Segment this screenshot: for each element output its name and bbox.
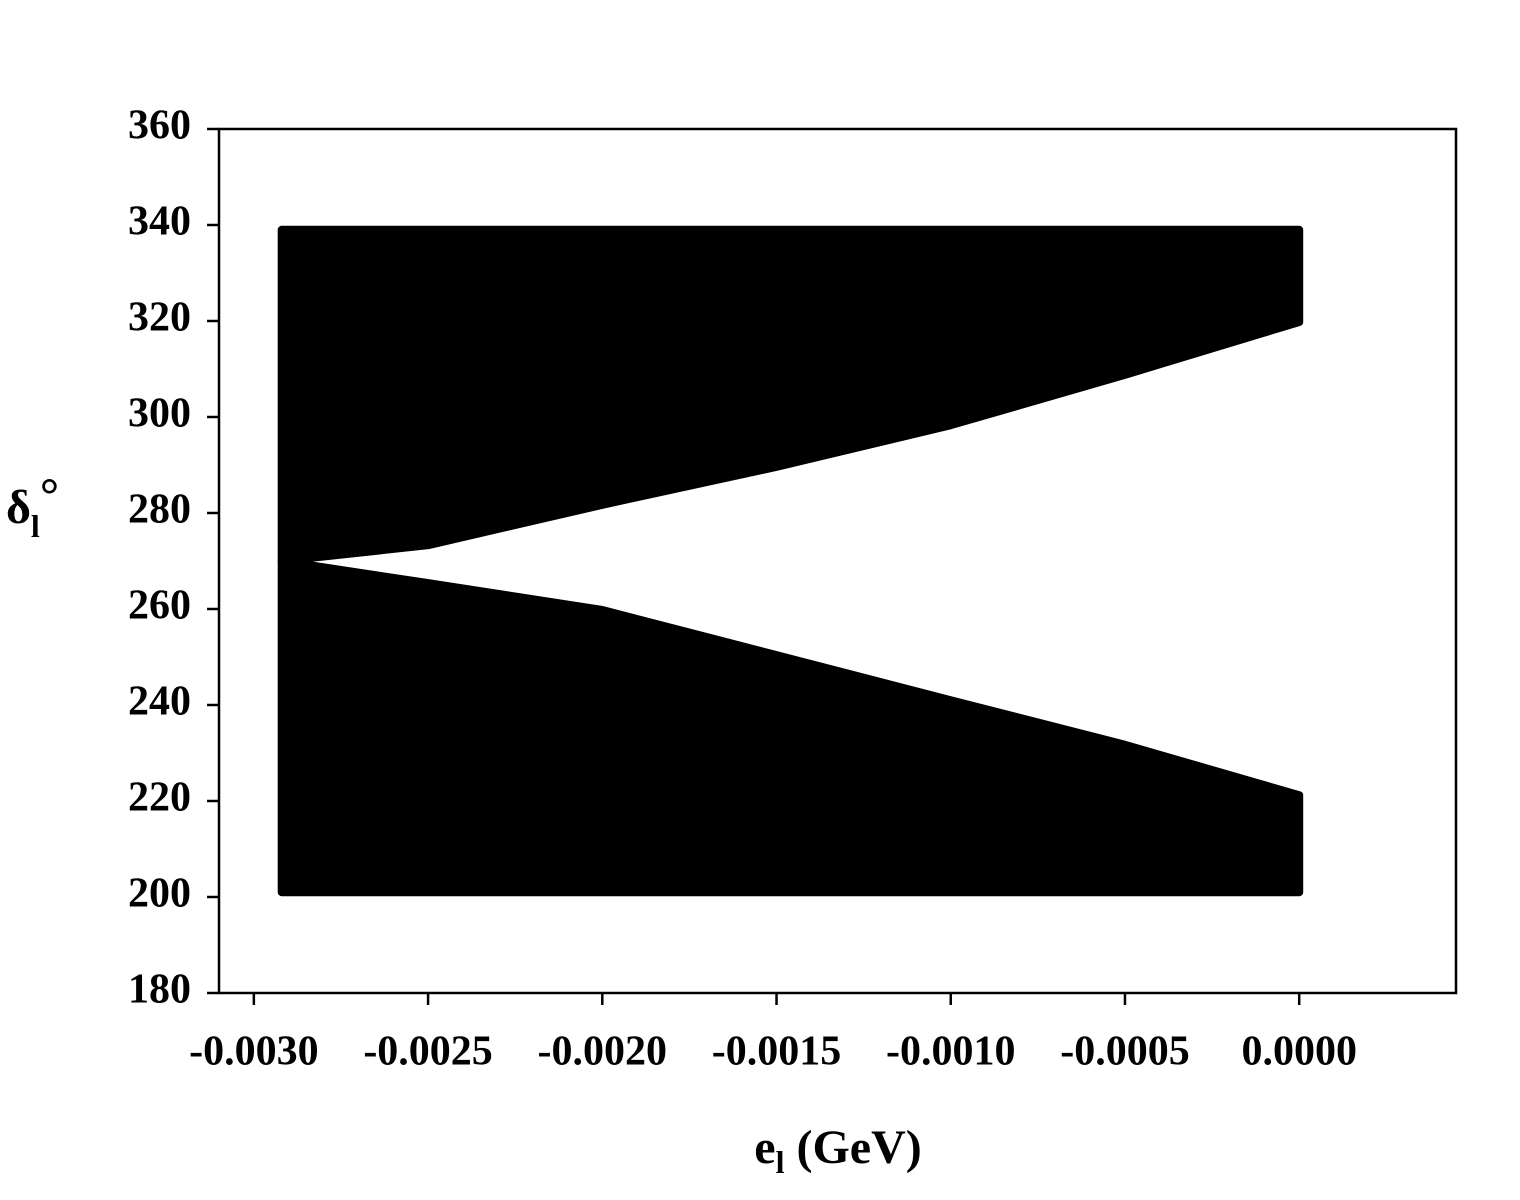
- x-axis-label: el (GeV): [754, 1121, 921, 1180]
- y-axis-label: δl°: [6, 469, 59, 544]
- x-tick-label: -0.0010: [886, 1029, 1016, 1075]
- y-tick-label: 300: [128, 391, 191, 437]
- x-tick-label: -0.0030: [189, 1029, 319, 1075]
- x-label-sub: l: [776, 1144, 785, 1180]
- y-tick-label: 220: [128, 775, 191, 821]
- x-label-main: e: [754, 1121, 775, 1174]
- y-tick-label: 240: [128, 679, 191, 725]
- x-tick-label: -0.0015: [712, 1029, 842, 1075]
- y-label-sub: l: [31, 508, 40, 544]
- y-tick-label: 180: [128, 967, 191, 1013]
- x-tick-label: -0.0025: [363, 1029, 493, 1075]
- point-cloud-region: [277, 225, 1304, 565]
- y-tick-label: 260: [128, 583, 191, 629]
- plot-frame: [217, 127, 1458, 995]
- y-tick-label: 340: [128, 199, 191, 245]
- x-tick-label: -0.0020: [538, 1029, 668, 1075]
- x-tick-label: -0.0005: [1060, 1029, 1190, 1075]
- point-cloud-region: [277, 557, 1304, 897]
- y-label-main: δ: [6, 481, 31, 534]
- y-label-sup: °: [40, 469, 59, 522]
- x-tick-label: 0.0000: [1241, 1029, 1357, 1075]
- x-label-unit: (GeV): [784, 1121, 921, 1174]
- y-tick-label: 320: [128, 295, 191, 341]
- y-tick-label: 360: [128, 103, 191, 149]
- y-tick-label: 280: [128, 487, 191, 533]
- y-tick-label: 200: [128, 871, 191, 917]
